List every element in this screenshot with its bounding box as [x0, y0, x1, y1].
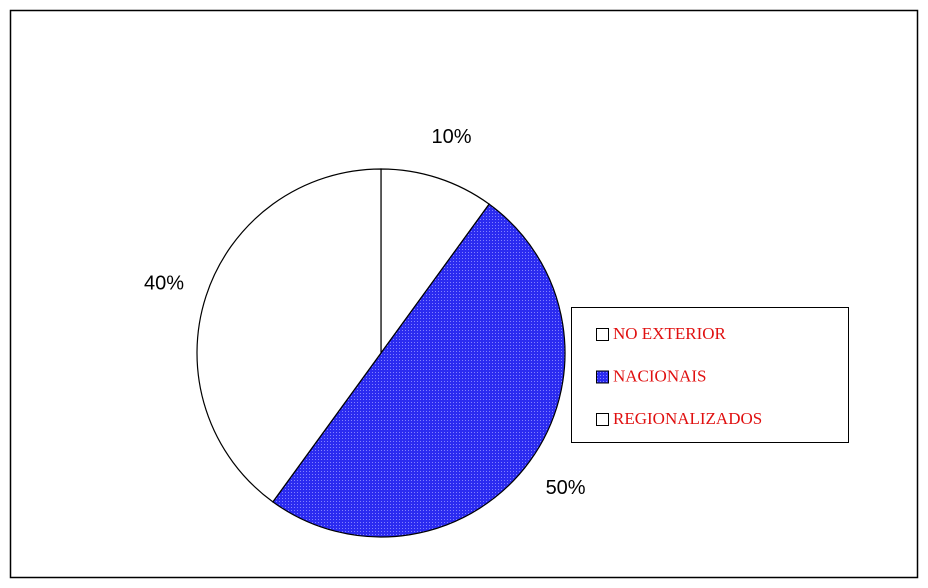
legend-label: NACIONAIS [613, 366, 707, 385]
legend-label: REGIONALIZADOS [613, 409, 762, 428]
value-label: 40% [144, 272, 184, 294]
pie-slice [272, 203, 566, 538]
pie-slice [196, 168, 382, 503]
legend-swatch [596, 328, 609, 341]
legend [571, 307, 849, 443]
legend-swatch [596, 413, 609, 426]
pie-slice [380, 168, 490, 355]
legend-swatch [596, 370, 609, 384]
legend-label: NO EXTERIOR [613, 324, 727, 343]
value-label: 10% [431, 126, 471, 148]
value-label: 50% [546, 477, 586, 499]
